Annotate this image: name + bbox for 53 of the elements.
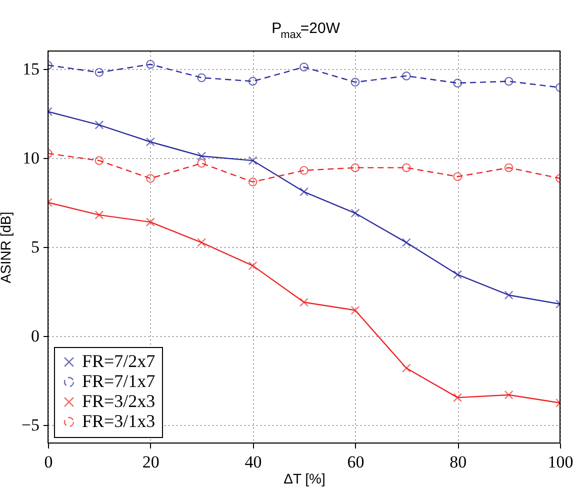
- point: [94, 156, 104, 165]
- point: [504, 163, 514, 172]
- y-tick-label: 5: [31, 238, 40, 256]
- point: [350, 163, 360, 172]
- point: [197, 73, 206, 82]
- x-tick-label: 20: [142, 452, 160, 472]
- point: [248, 261, 258, 270]
- point: [402, 364, 411, 373]
- point: [146, 137, 155, 146]
- point: [94, 68, 104, 77]
- point: [248, 76, 258, 86]
- x-axis-title: ΔT [%]: [284, 470, 326, 486]
- point: [248, 178, 258, 186]
- point: [197, 152, 206, 161]
- point: [94, 120, 104, 130]
- point: [402, 238, 411, 247]
- y-tick-label: 15: [22, 59, 40, 78]
- point: [453, 270, 462, 280]
- y-axis-title: ASINR [dB]: [0, 212, 14, 284]
- legend-label: FR=3/2x3: [82, 391, 156, 411]
- y-tick-label: 0: [31, 326, 40, 346]
- point: [350, 208, 360, 218]
- x-tick-label: 80: [450, 452, 467, 472]
- point: [504, 290, 514, 300]
- point: [350, 306, 360, 315]
- point: [402, 163, 411, 172]
- x-tick-label: 0: [44, 452, 53, 472]
- point: [197, 238, 206, 247]
- point: [300, 166, 308, 175]
- y-tick-label: −5: [21, 416, 40, 435]
- point: [248, 156, 258, 166]
- point: [402, 72, 411, 80]
- point: [94, 210, 104, 220]
- point: [300, 187, 308, 196]
- point: [146, 174, 155, 183]
- point: [146, 60, 155, 69]
- legend-label: FR=7/2x7: [82, 351, 156, 371]
- point: [504, 390, 514, 400]
- point: [300, 298, 308, 307]
- x-tick-label: 60: [347, 452, 364, 472]
- point: [300, 62, 308, 72]
- point: [197, 158, 206, 168]
- point: [146, 218, 155, 226]
- legend-label: FR=3/1x3: [82, 411, 156, 431]
- point: [504, 76, 514, 86]
- legend-label: FR=7/1x7: [82, 371, 156, 391]
- point: [350, 78, 360, 87]
- point: [453, 78, 462, 88]
- x-tick-label: 40: [244, 452, 262, 472]
- x-tick-label: 100: [548, 452, 574, 472]
- y-tick-label: 10: [22, 148, 40, 168]
- point: [453, 393, 462, 402]
- point: [453, 172, 462, 182]
